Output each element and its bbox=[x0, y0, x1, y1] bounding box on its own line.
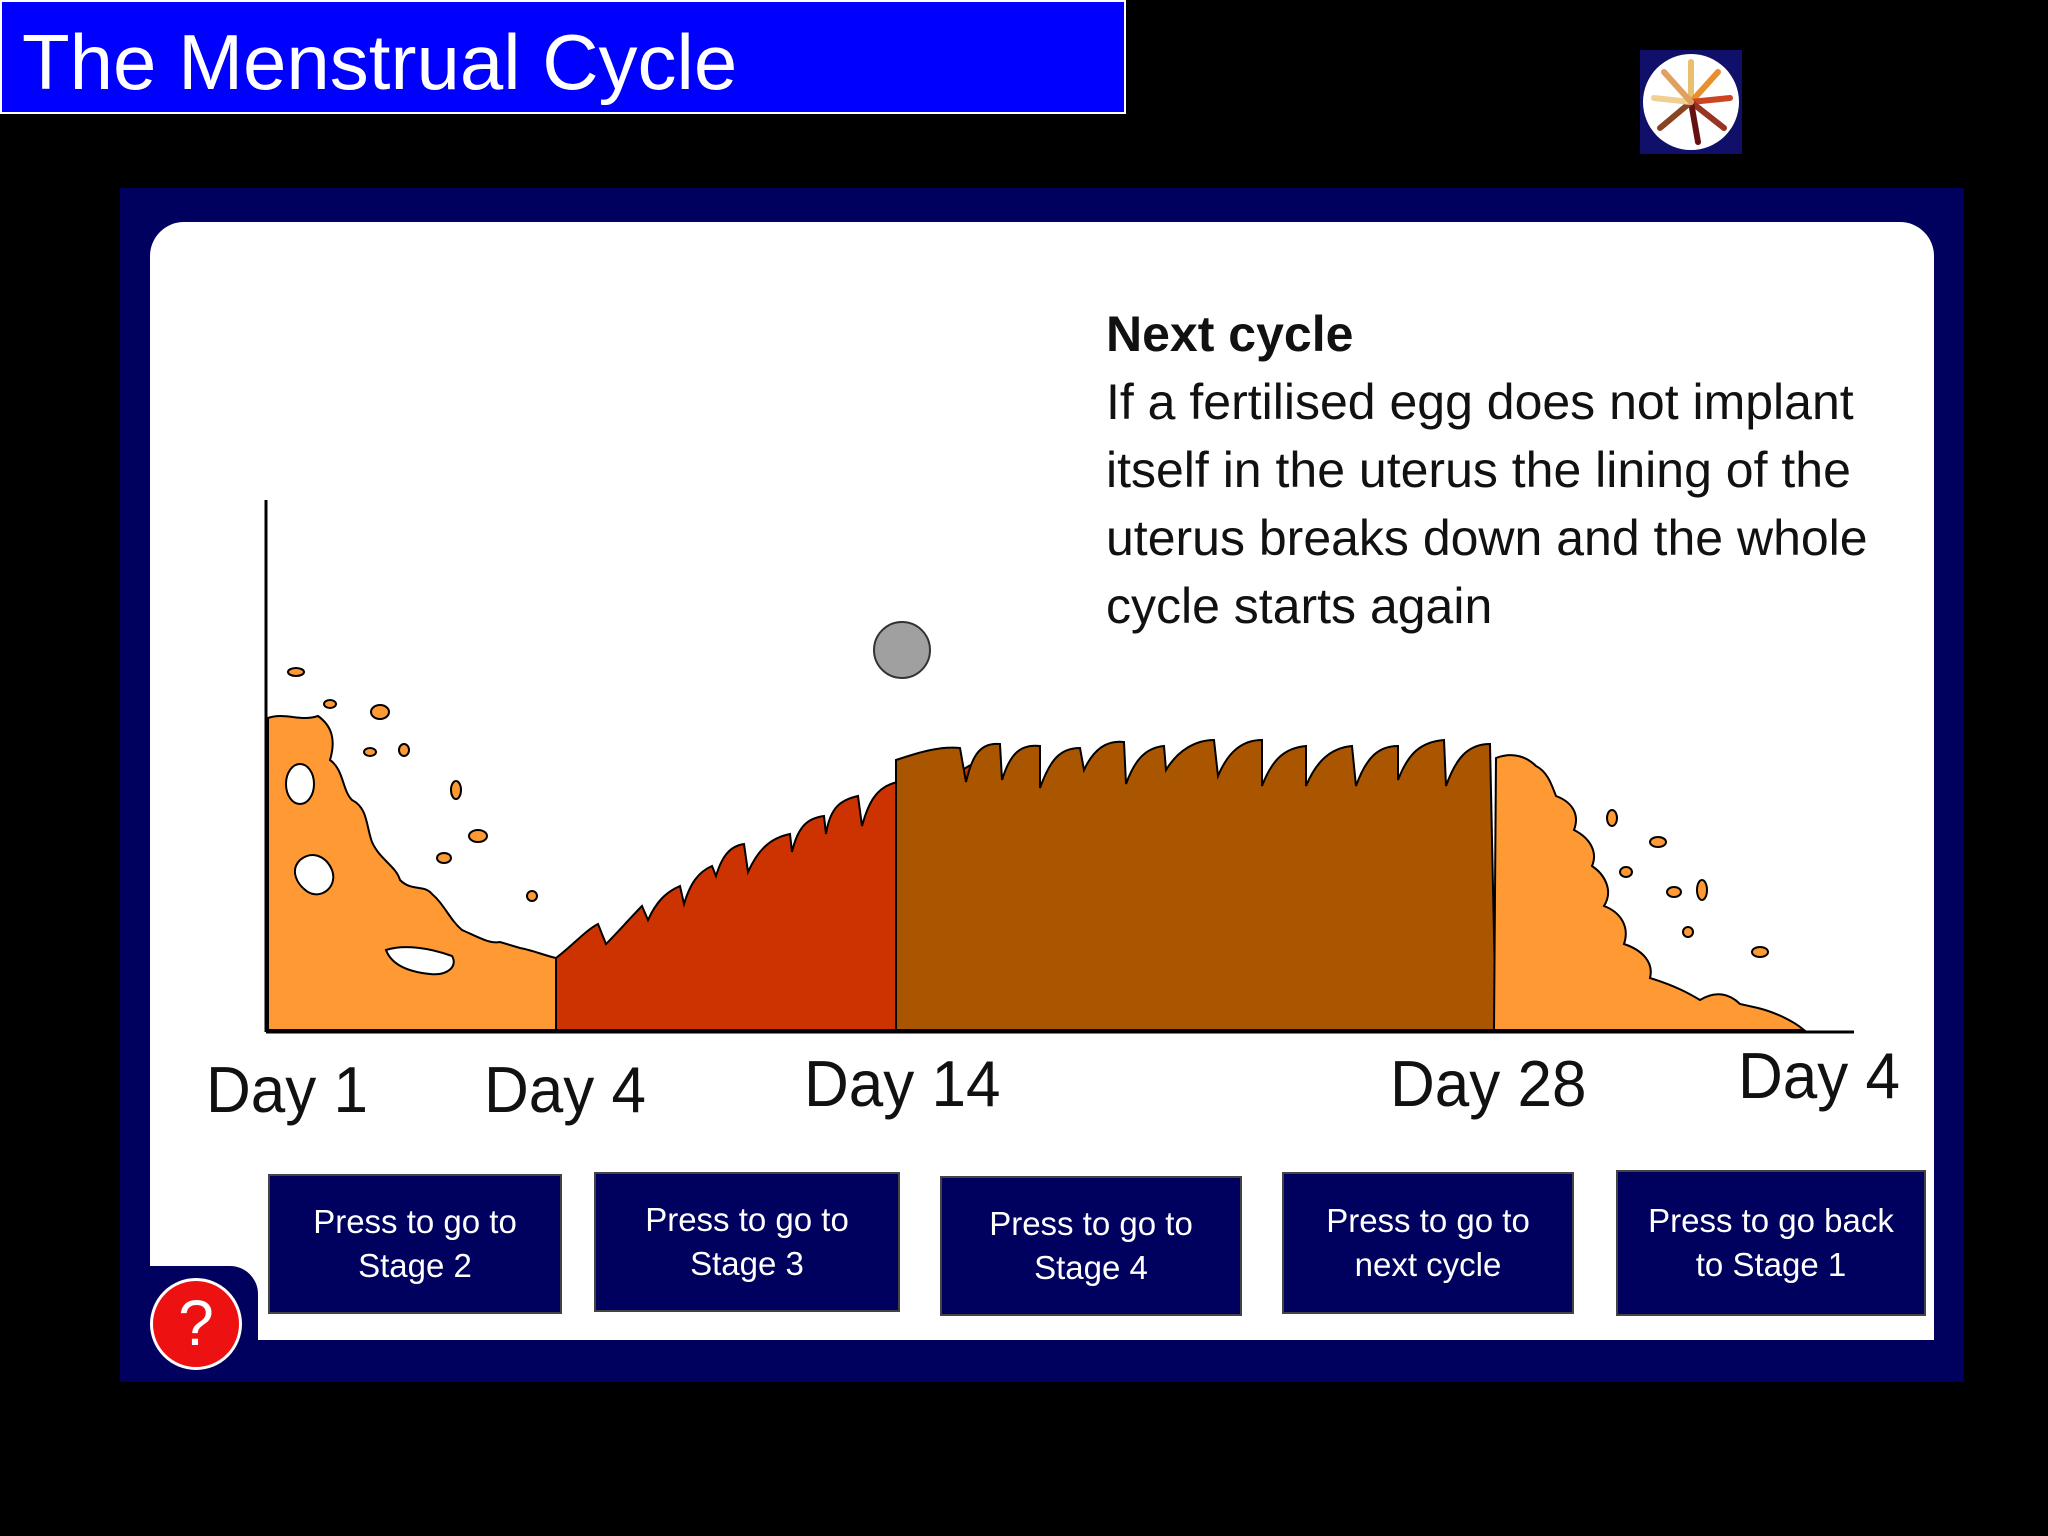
info-body: If a fertilised egg does not implant its… bbox=[1106, 374, 1868, 634]
stage-2-button[interactable]: Press to go to Stage 2 bbox=[268, 1174, 562, 1314]
stage-4-button[interactable]: Press to go to Stage 4 bbox=[940, 1176, 1242, 1316]
day-label-28: Day 28 bbox=[1390, 1048, 1587, 1121]
title-bar: The Menstrual Cycle bbox=[0, 0, 1126, 114]
day-label-4: Day 4 bbox=[484, 1054, 646, 1127]
back-to-stage-1-button[interactable]: Press to go back to Stage 1 bbox=[1616, 1170, 1926, 1316]
day-label-next-4: Day 4 bbox=[1738, 1040, 1900, 1113]
info-heading: Next cycle bbox=[1106, 306, 1354, 362]
stage-3-button-label: Press to go to Stage 3 bbox=[645, 1201, 849, 1282]
next-cycle-button[interactable]: Press to go to next cycle bbox=[1282, 1172, 1574, 1314]
stage-2-button-label: Press to go to Stage 2 bbox=[313, 1203, 517, 1284]
next-cycle-button-label: Press to go to next cycle bbox=[1326, 1202, 1530, 1283]
help-icon[interactable]: ? bbox=[150, 1278, 242, 1370]
stage-4-button-label: Press to go to Stage 4 bbox=[989, 1205, 1193, 1286]
logo-icon bbox=[1640, 50, 1742, 154]
back-to-stage-1-button-label: Press to go back to Stage 1 bbox=[1648, 1202, 1894, 1283]
page-title: The Menstrual Cycle bbox=[22, 18, 738, 106]
stage-3-button[interactable]: Press to go to Stage 3 bbox=[594, 1172, 900, 1312]
info-text-block: Next cycle If a fertilised egg does not … bbox=[1106, 300, 1966, 640]
day-label-1: Day 1 bbox=[206, 1054, 368, 1127]
day-label-14: Day 14 bbox=[804, 1048, 1001, 1121]
